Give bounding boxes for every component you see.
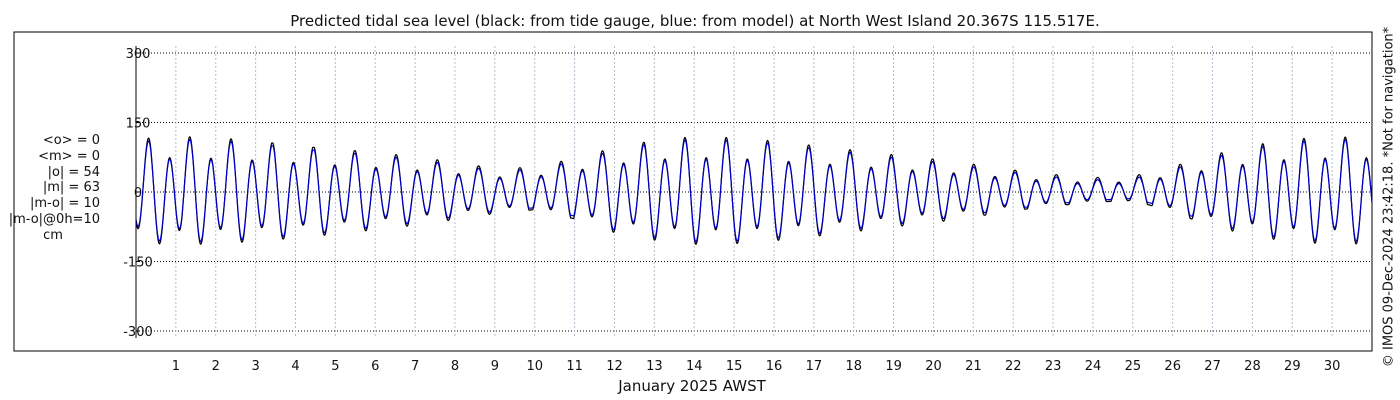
y-tick-label: 0	[134, 186, 142, 201]
x-tick-label: 28	[1244, 359, 1261, 374]
series-layer	[135, 136, 1373, 245]
x-axis-ticks: 1 2 3 4 5 6 7 8 9 10 11 12 13 14 15 16 17 18 19 20 21 22 23 24 2…	[172, 359, 1341, 374]
x-tick-label: 10	[527, 359, 544, 374]
x-tick-label: 20	[925, 359, 942, 374]
x-tick-label: 26	[1164, 359, 1181, 374]
y-axis-ticks: 300 150 0 -150 -300	[123, 47, 153, 340]
x-tick-label: 6	[371, 359, 379, 374]
x-tick-label: 16	[766, 359, 783, 374]
x-tick-label: 21	[965, 359, 982, 374]
statistics-panel: <o> = 0 <m> = 0 |o| = 54 |m| = 63 |m-o| …	[0, 133, 100, 244]
outer-frame	[13, 31, 1373, 352]
y-tick-label: -150	[123, 256, 153, 271]
stat-unit: cm	[43, 227, 63, 243]
x-tick-label: 30	[1324, 359, 1341, 374]
x-tick-label: 25	[1125, 359, 1142, 374]
copyright-note: © IMOS 09-Dec-2024 23:42:18. *Not for na…	[1380, 4, 1398, 390]
x-axis-label: January 2025 AWST	[617, 377, 766, 395]
stat-mean-model: <m> = 0	[38, 148, 100, 164]
y-tick-label: 150	[126, 117, 151, 132]
x-tick-label: 27	[1204, 359, 1221, 374]
x-tick-label: 5	[331, 359, 339, 374]
gridlines	[136, 46, 1372, 338]
x-tick-label: 3	[252, 359, 260, 374]
x-tick-label: 29	[1284, 359, 1301, 374]
x-tick-label: 4	[291, 359, 299, 374]
x-tick-label: 8	[451, 359, 459, 374]
x-tick-label: 22	[1005, 359, 1022, 374]
stat-mean-observed: <o> = 0	[42, 133, 100, 148]
stat-abs-difference-0h: |m-o|@0h=10	[8, 211, 100, 227]
x-tick-label: 17	[806, 359, 823, 374]
x-tick-label: 7	[411, 359, 419, 374]
x-tick-label: 19	[885, 359, 902, 374]
x-tick-label: 11	[566, 359, 583, 374]
x-tick-label: 13	[646, 359, 663, 374]
x-tick-label: 24	[1085, 359, 1102, 374]
x-tick-label: 14	[686, 359, 703, 374]
stat-abs-observed: |o| = 54	[47, 164, 100, 180]
x-tick-label: 1	[172, 359, 180, 374]
stat-abs-model: |m| = 63	[42, 180, 100, 196]
copyright-text: © IMOS 09-Dec-2024 23:42:18. *Not for na…	[1381, 26, 1397, 368]
x-tick-label: 23	[1045, 359, 1062, 374]
series-line-model	[135, 138, 1373, 243]
x-tick-label: 2	[212, 359, 220, 374]
series-line-tide-gauge	[135, 136, 1373, 245]
y-tick-label: -300	[123, 325, 153, 340]
y-tick-label: 300	[126, 47, 151, 62]
stat-abs-difference: |m-o| = 10	[29, 196, 100, 212]
x-tick-label: 9	[491, 359, 499, 374]
x-tick-label: 12	[606, 359, 623, 374]
x-tick-label: 15	[726, 359, 743, 374]
chart-title: Predicted tidal sea level (black: from t…	[290, 12, 1099, 30]
x-tick-label: 18	[845, 359, 862, 374]
